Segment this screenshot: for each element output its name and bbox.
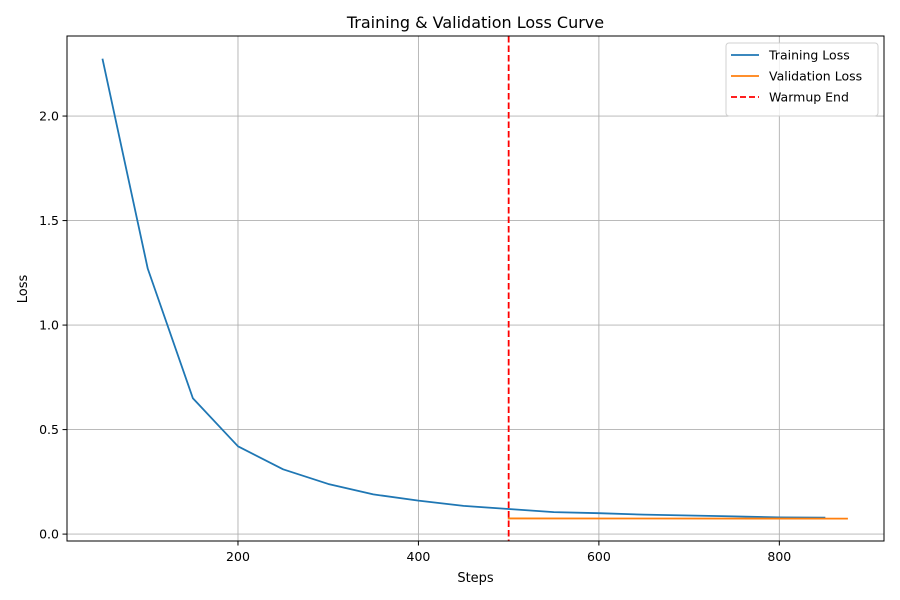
plot-area: [101, 36, 848, 541]
y-tick-label: 2.0: [39, 109, 59, 124]
y-tick-label: 0.0: [39, 527, 59, 542]
y-tick-label: 1.0: [39, 318, 59, 333]
y-tick-label: 1.5: [39, 213, 59, 228]
axes-frame: [66, 35, 885, 542]
x-axis-label: Steps: [457, 571, 494, 586]
x-tick-label: 400: [407, 549, 431, 564]
y-tick-label: 0.5: [39, 422, 59, 437]
legend-box: [725, 42, 879, 117]
x-tick-label: 600: [587, 549, 611, 564]
series-line-training-loss: [101, 58, 826, 519]
y-axis-label: Loss: [16, 275, 31, 304]
legend: Training Loss Validation Loss Warmup End: [725, 42, 879, 117]
legend-label: Validation Loss: [769, 69, 862, 84]
legend-label: Training Loss: [768, 48, 850, 63]
axes: 200 400 600 800 0.0 0.5 1.0 1.5 2.0: [39, 35, 885, 564]
legend-label: Warmup End: [769, 90, 849, 105]
x-tick-label: 200: [226, 549, 250, 564]
chart-title: Training & Validation Loss Curve: [346, 13, 604, 32]
x-tick-label: 800: [767, 549, 791, 564]
